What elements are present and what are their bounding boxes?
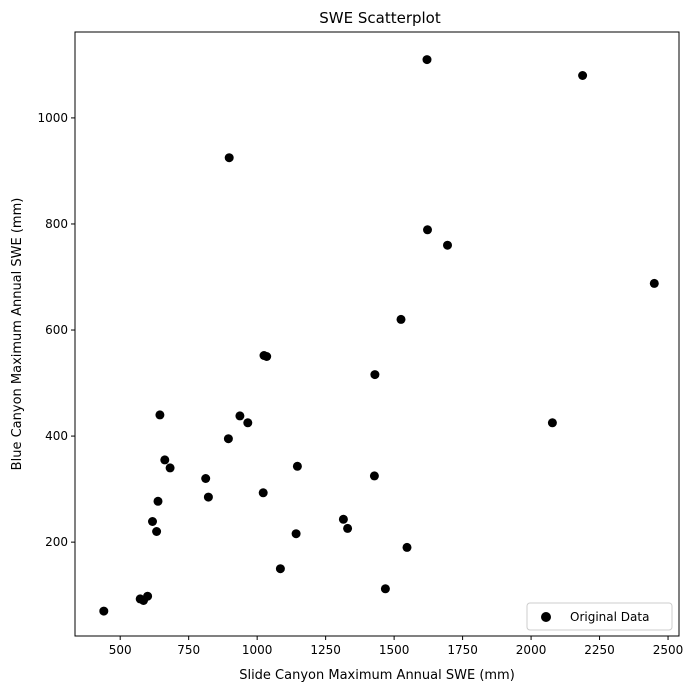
x-tick-label-1500: 1500 (379, 643, 410, 657)
data-point-0-9 (165, 463, 175, 473)
data-point-0-15 (243, 418, 253, 428)
data-point-0-0 (99, 606, 109, 616)
data-point-0-31 (443, 240, 452, 250)
data-point-0-3 (143, 591, 153, 601)
data-point-0-19 (275, 564, 285, 574)
data-point-0-11 (203, 492, 213, 502)
data-point-0-24 (369, 471, 379, 481)
data-point-0-5 (152, 527, 162, 536)
data-point-0-20 (291, 529, 301, 539)
data-point-0-26 (380, 584, 390, 594)
data-point-0-12 (223, 434, 233, 444)
data-point-0-30 (423, 225, 432, 235)
y-tick-label-200: 200 (45, 535, 68, 549)
data-point-0-22 (338, 514, 348, 524)
data-point-0-25 (370, 370, 380, 380)
x-tick-label-1250: 1250 (310, 643, 341, 657)
legend-frame (526, 602, 673, 631)
legend-label: Original Data (570, 610, 649, 624)
data-points (99, 55, 659, 616)
x-tick-label-2250: 2250 (584, 643, 615, 657)
y-tick-label-1000: 1000 (37, 111, 68, 125)
data-point-0-8 (160, 455, 170, 465)
data-point-0-32 (547, 418, 557, 428)
y-axis: 200 400 600 800 1000 (37, 111, 75, 549)
data-point-0-33 (578, 71, 588, 80)
data-point-0-13 (224, 153, 234, 163)
data-point-0-21 (292, 461, 302, 471)
x-tick-label-1000: 1000 (242, 643, 273, 657)
data-point-0-6 (153, 496, 163, 506)
legend: Original Data (526, 602, 673, 631)
y-tick-label-800: 800 (45, 217, 68, 231)
x-tick-label-500: 500 (109, 643, 132, 657)
x-axis-label: Slide Canyon Maximum Annual SWE (mm) (239, 668, 515, 683)
x-tick-label-750: 750 (177, 643, 200, 657)
data-point-0-4 (148, 517, 157, 526)
data-point-0-27 (396, 314, 406, 324)
chart-title: SWE Scatterplot (319, 9, 441, 27)
data-point-0-7 (155, 410, 165, 420)
data-point-0-34 (649, 278, 659, 288)
legend-marker (541, 612, 551, 622)
y-axis-label: Blue Canyon Maximum Annual SWE (mm) (10, 198, 25, 471)
y-tick-label-600: 600 (45, 323, 68, 337)
plot-area-frame (74, 31, 680, 637)
data-point-0-29 (422, 55, 432, 65)
x-tick-label-1750: 1750 (447, 643, 478, 657)
data-point-0-16 (258, 488, 268, 498)
x-tick-label-2000: 2000 (516, 643, 547, 657)
y-tick-label-400: 400 (45, 429, 68, 443)
x-axis: 500 750 1000 1250 1500 1750 2000 2250 2500 (109, 636, 684, 657)
x-tick-label-2500: 2500 (653, 643, 684, 657)
data-point-0-23 (343, 523, 353, 533)
data-point-0-28 (402, 542, 412, 552)
data-point-0-10 (201, 474, 211, 483)
data-point-0-18 (262, 352, 272, 361)
data-point-0-14 (235, 411, 245, 421)
